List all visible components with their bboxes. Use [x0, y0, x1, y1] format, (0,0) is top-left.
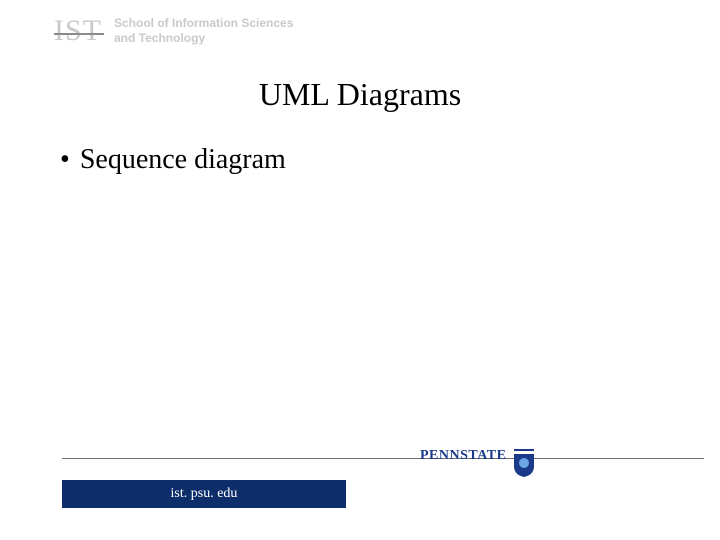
ist-logo: IST	[54, 14, 108, 48]
page-title: UML Diagrams	[0, 76, 720, 113]
footer-url: ist. psu. edu	[171, 486, 238, 502]
bullet-item: • Sequence diagram	[60, 144, 286, 176]
header-text: School of Information Sciences and Techn…	[114, 16, 293, 46]
header-line-2: and Technology	[114, 31, 293, 46]
slide: IST School of Information Sciences and T…	[0, 0, 720, 540]
bullet-text: Sequence diagram	[80, 144, 286, 175]
footer-bar: ist. psu. edu	[62, 480, 346, 508]
header-line-1: School of Information Sciences	[114, 16, 293, 31]
pennstate-logo: PENNSTATE	[420, 448, 536, 478]
footer-divider	[62, 458, 704, 459]
pennstate-text: PENNSTATE	[420, 448, 506, 464]
bullet-marker: •	[60, 144, 70, 176]
shield-icon	[512, 448, 536, 478]
header: IST School of Information Sciences and T…	[54, 14, 293, 48]
